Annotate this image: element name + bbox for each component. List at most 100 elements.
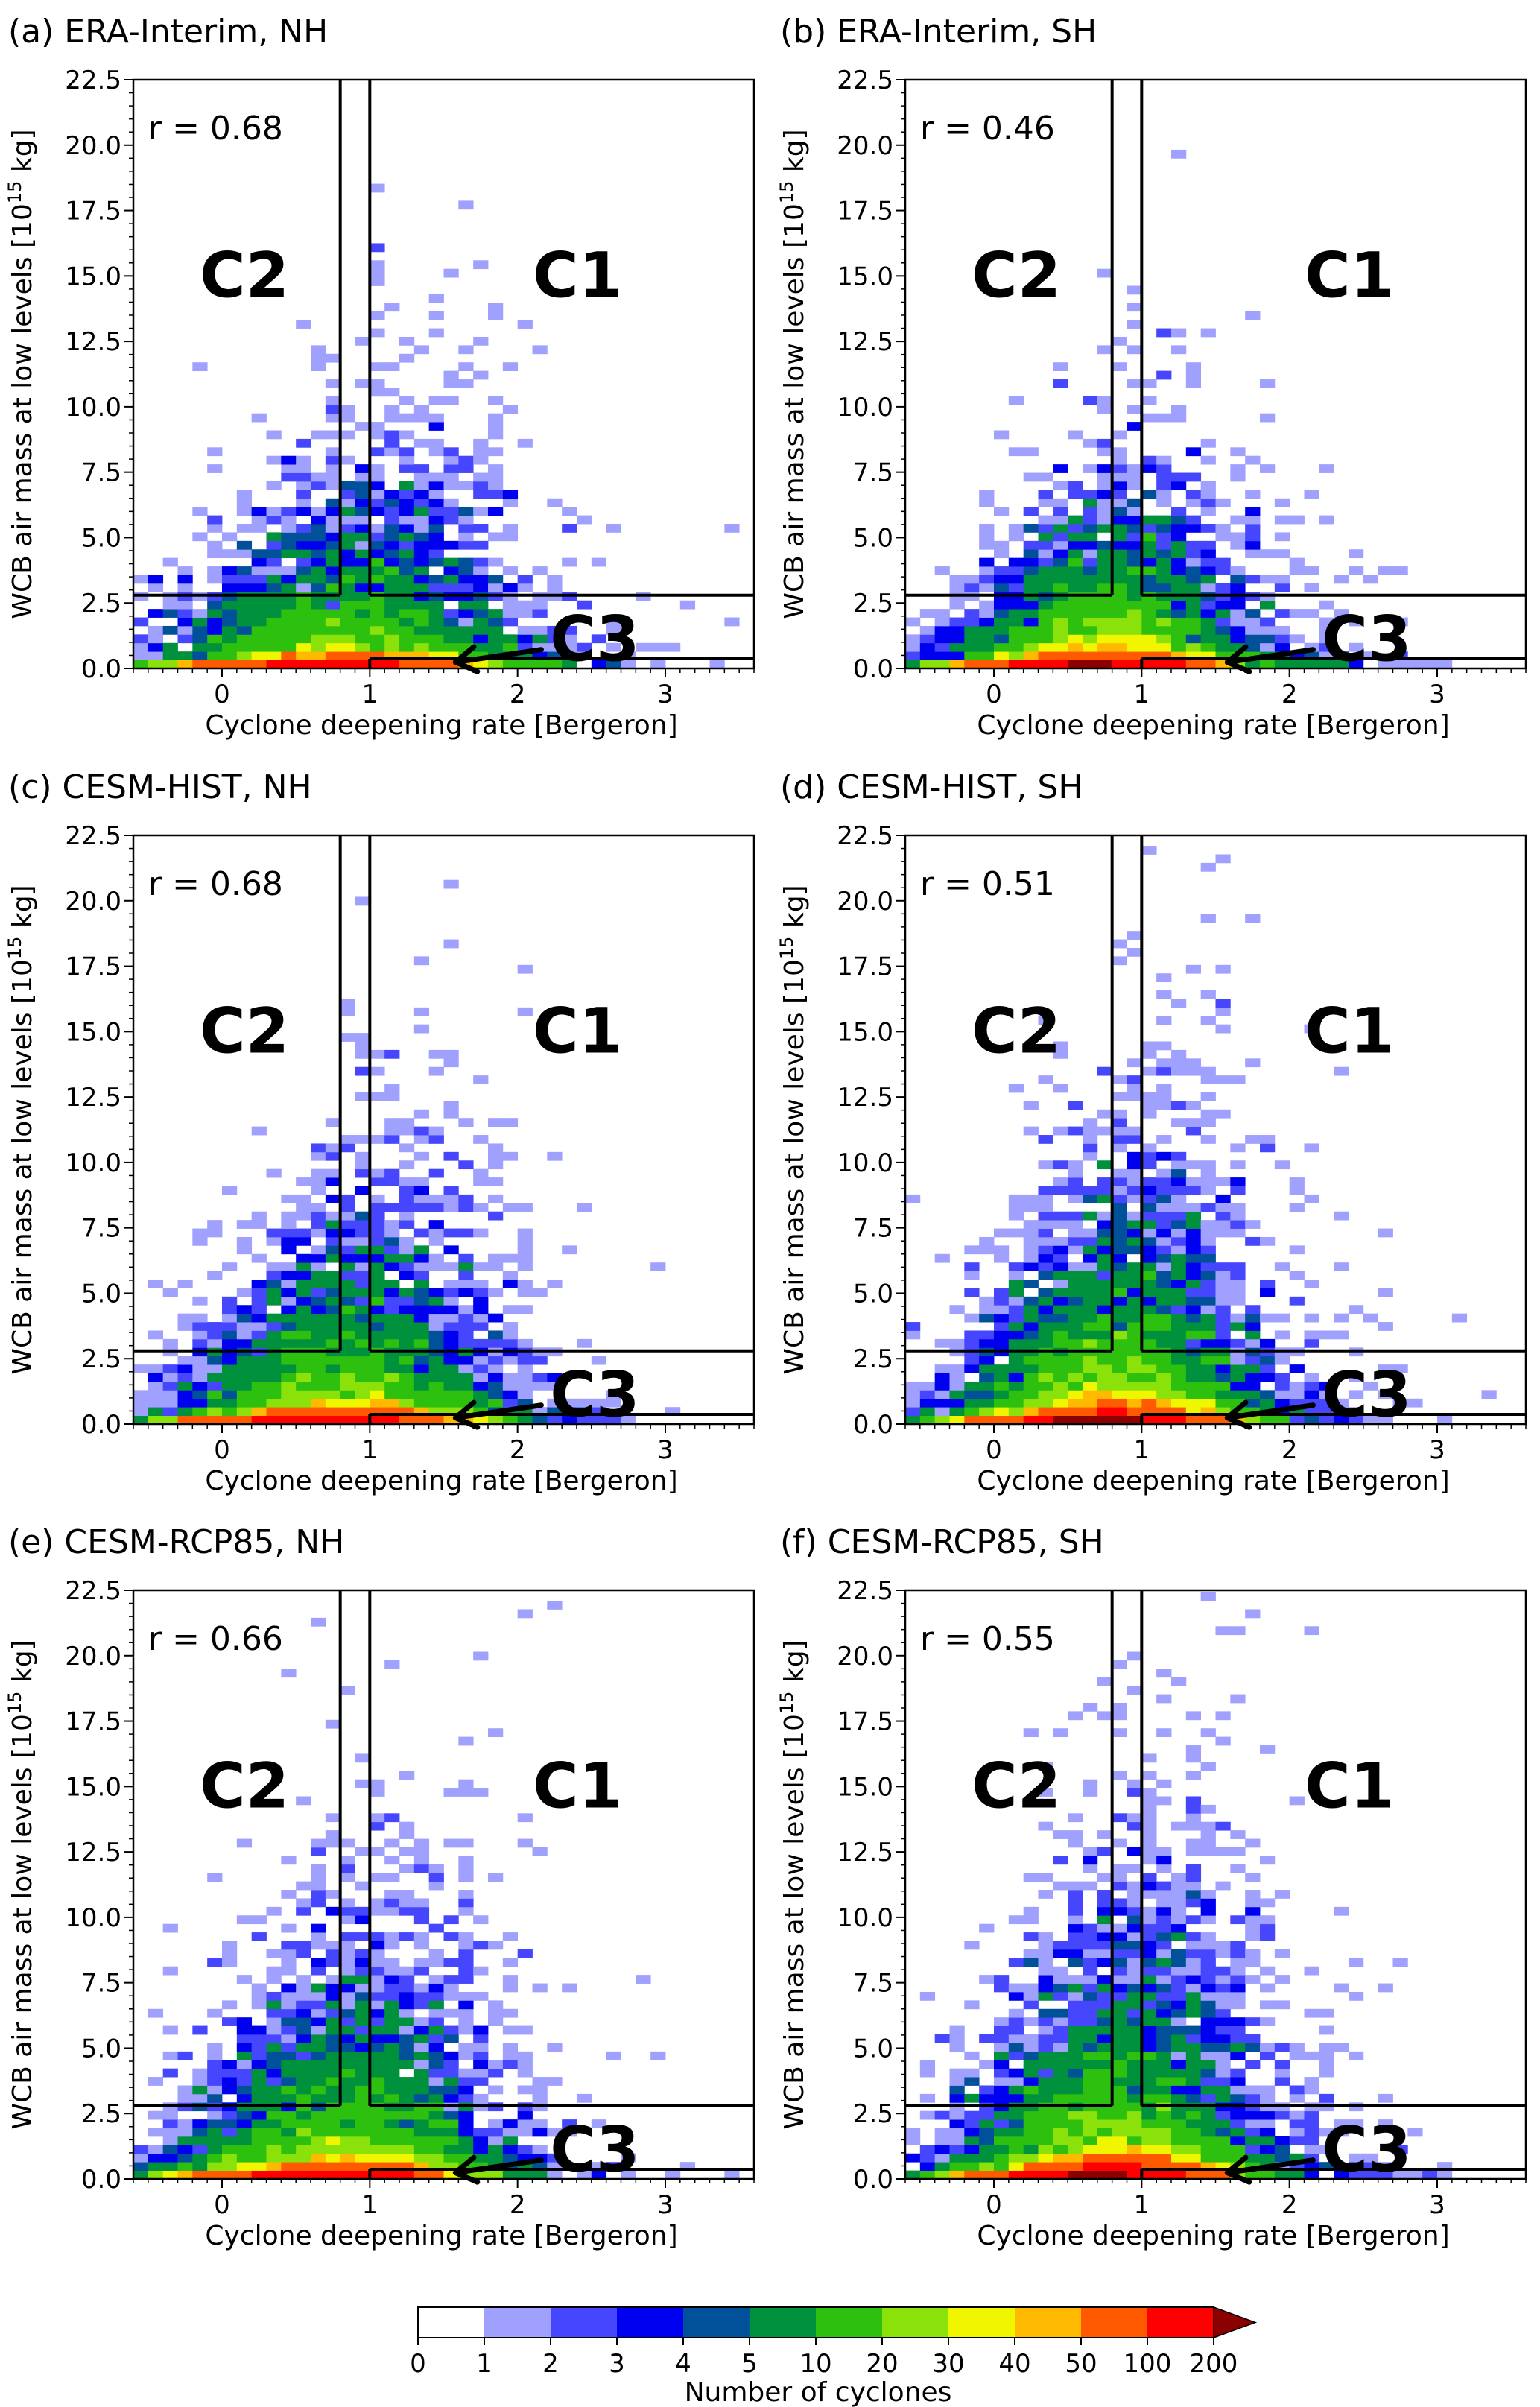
heatmap-bin: [1156, 1932, 1172, 1941]
heatmap-bin: [443, 557, 459, 567]
heatmap-bin: [325, 1390, 341, 1399]
heatmap-bin: [236, 2025, 253, 2035]
heatmap-bin: [428, 1220, 444, 1229]
heatmap-bin: [1112, 2085, 1127, 2095]
heatmap-bin: [281, 634, 297, 644]
heatmap-bin: [1112, 472, 1127, 482]
heatmap-bin: [1230, 609, 1246, 618]
heatmap-bin: [355, 1949, 370, 1958]
heatmap-bin: [1171, 1890, 1187, 1899]
heatmap-bin: [222, 2110, 238, 2120]
heatmap-bin: [370, 2077, 385, 2086]
heatmap-bin: [502, 1983, 519, 1993]
heatmap-bin: [311, 1838, 326, 1848]
heatmap-bin: [934, 2145, 950, 2154]
heatmap-bin: [1349, 1390, 1364, 1399]
heatmap-bin: [1083, 1194, 1098, 1204]
heatmap-bin: [251, 2119, 267, 2128]
heatmap-bin: [311, 2093, 326, 2103]
heatmap-bin: [399, 1313, 415, 1323]
heatmap-bin: [1185, 2110, 1202, 2120]
heatmap-bin: [1156, 1211, 1172, 1221]
heatmap-bin: [236, 2170, 253, 2180]
heatmap-bin: [266, 1330, 282, 1340]
heatmap-bin: [905, 617, 921, 627]
heatmap-bin: [399, 1390, 415, 1399]
heatmap-bin: [251, 583, 267, 592]
heatmap-bin: [384, 1898, 400, 1908]
heatmap-bin: [192, 1330, 208, 1340]
heatmap-bin: [994, 1373, 1010, 1382]
heatmap-bin: [1141, 1890, 1157, 1899]
heatmap-bin: [162, 1398, 178, 1408]
heatmap-bin: [1378, 1364, 1393, 1373]
heatmap-bin: [1245, 1415, 1261, 1425]
heatmap-bin: [370, 2128, 385, 2137]
heatmap-bin: [296, 557, 311, 567]
heatmap-bin: [1023, 617, 1039, 627]
heatmap-bin: [1112, 1941, 1127, 1950]
heatmap-bin: [458, 1271, 474, 1280]
heatmap-bin: [1200, 1135, 1216, 1144]
heatmap-bin: [296, 549, 311, 559]
heatmap-bin: [1023, 1101, 1039, 1110]
heatmap-bin: [1185, 1873, 1202, 1882]
heatmap-bin: [296, 1211, 311, 1221]
heatmap-bin: [488, 1313, 504, 1323]
heatmap-bin: [517, 1415, 533, 1425]
heatmap-bin: [1097, 2119, 1113, 2128]
heatmap-bin: [949, 2093, 965, 2103]
heatmap-bin: [488, 557, 504, 567]
heatmap-bin: [1304, 2162, 1319, 2171]
heatmap-bin: [340, 498, 355, 507]
heatmap-bin: [1097, 2128, 1113, 2137]
heatmap-bin: [577, 2170, 592, 2180]
heatmap-bin: [1083, 490, 1098, 499]
heatmap-bin: [934, 2170, 950, 2180]
heatmap-bin: [281, 464, 297, 473]
heatmap-bin: [311, 540, 326, 550]
heatmap-bin: [502, 490, 519, 499]
heatmap-bin: [340, 405, 355, 414]
heatmap-bin: [1038, 2145, 1053, 2154]
y-tick-label: 20.0: [65, 131, 121, 161]
heatmap-bin: [281, 540, 297, 550]
heatmap-bin: [473, 1075, 489, 1084]
heatmap-bin: [340, 2170, 355, 2180]
heatmap-bin: [1215, 651, 1231, 660]
heatmap-bin: [1200, 651, 1216, 660]
heatmap-bin: [296, 498, 311, 507]
panel-title: (e) CESM-RCP85, NH: [8, 1523, 344, 1561]
heatmap-bin: [1156, 1168, 1172, 1178]
heatmap-bin: [266, 557, 282, 567]
heatmap-bin: [1083, 2085, 1098, 2095]
heatmap-bin: [1422, 2170, 1438, 2180]
heatmap-bin: [413, 1915, 430, 1925]
heatmap-bin: [458, 1118, 474, 1127]
heatmap-bin: [296, 651, 311, 660]
heatmap-bin: [355, 524, 370, 533]
heatmap-bin: [370, 379, 385, 388]
heatmap-bin: [1053, 1288, 1068, 1297]
heatmap-bin: [296, 642, 311, 652]
heatmap-bin: [532, 566, 548, 575]
y-tick-label: 5.0: [853, 2034, 893, 2063]
heatmap-bin: [458, 1228, 474, 1238]
heatmap-bin: [1171, 2051, 1187, 2060]
heatmap-bin: [502, 1253, 519, 1263]
heatmap-bin: [964, 660, 980, 669]
heatmap-bin: [281, 651, 297, 660]
heatmap-bin: [1334, 1407, 1349, 1416]
heatmap-bin: [222, 625, 238, 635]
colorbar-ticks: 0 1 2 3 4 5 10 20 30 40 50 100 200: [410, 2338, 1238, 2379]
heatmap-bin: [1083, 1356, 1098, 1365]
heatmap-bin: [355, 2170, 370, 2180]
heatmap-bin: [1245, 617, 1261, 627]
heatmap-bin: [606, 660, 621, 669]
heatmap-bin: [1156, 1390, 1172, 1399]
colorbar-tick-label: 4: [675, 2349, 691, 2379]
heatmap-bin: [1141, 617, 1157, 627]
heatmap-bin: [399, 1194, 415, 1204]
heatmap-bin: [1068, 2153, 1083, 2163]
heatmap-bin: [281, 532, 297, 542]
